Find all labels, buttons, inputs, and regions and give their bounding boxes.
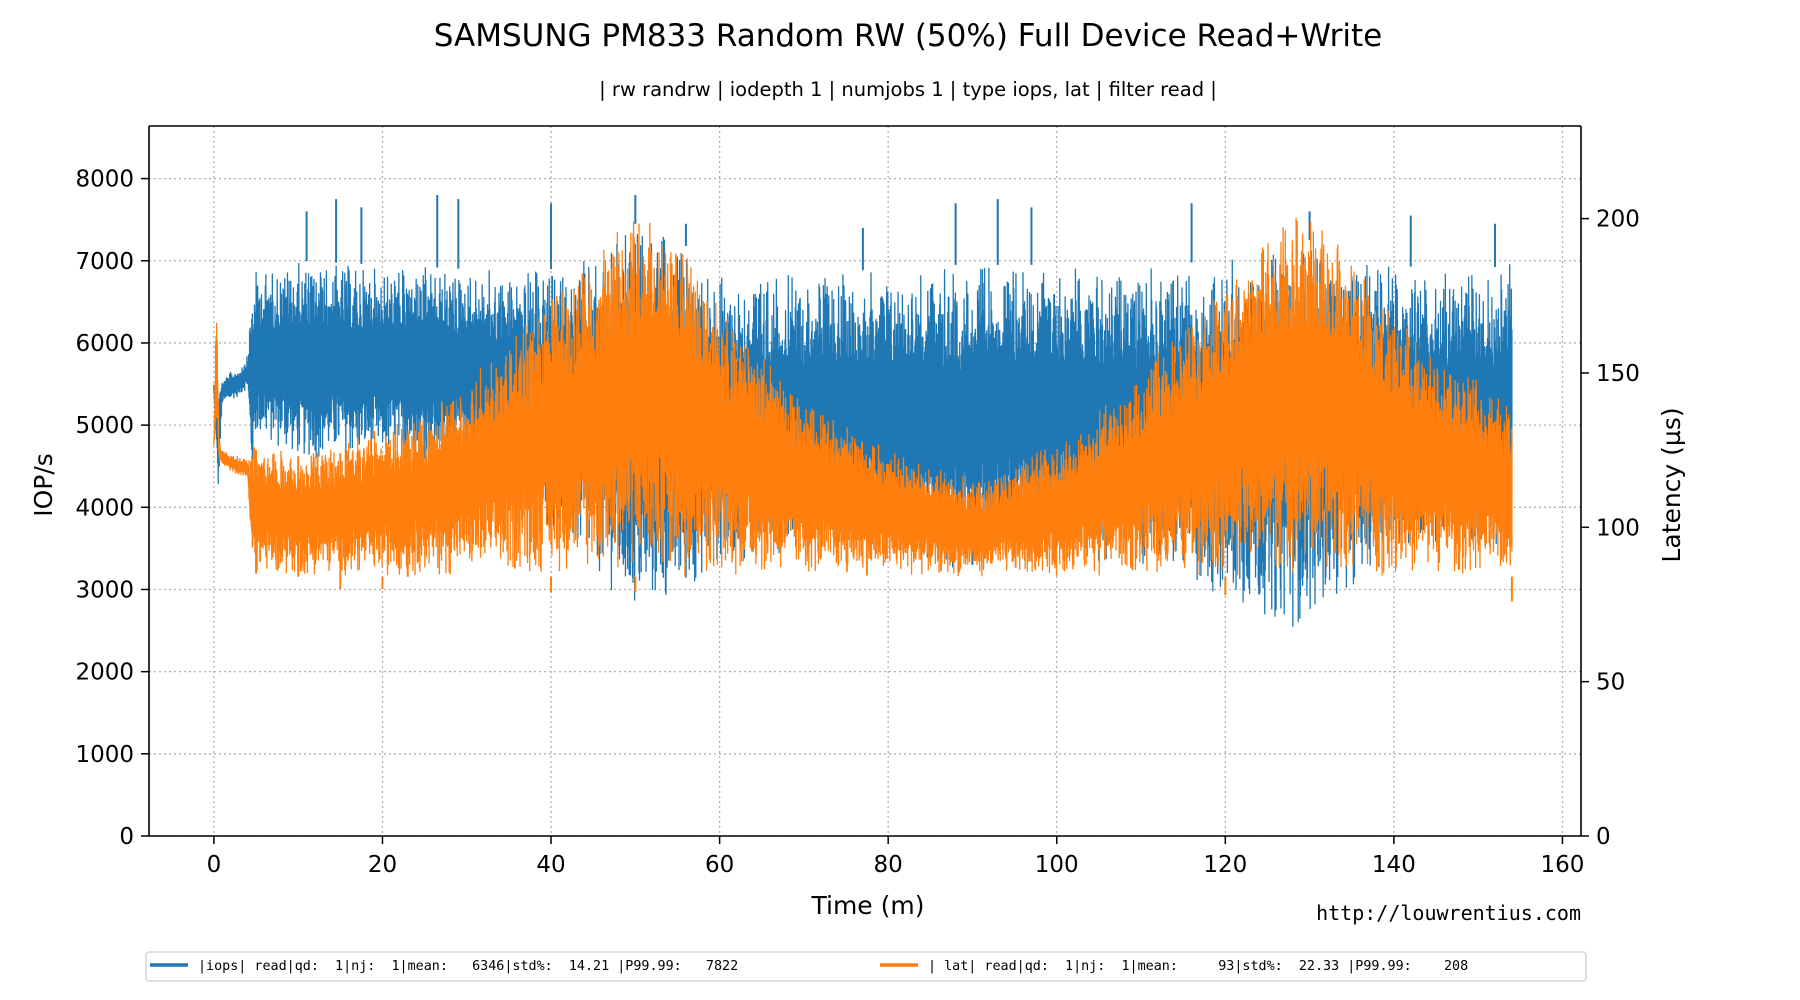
x-tick-label: 100 [1035, 852, 1079, 878]
x-tick-label: 40 [536, 852, 565, 878]
y-tick-label-right: 150 [1596, 361, 1640, 387]
x-tick-label: 80 [874, 852, 903, 878]
watermark: http://louwrentius.com [1316, 901, 1581, 925]
y-tick-label-left: 8000 [75, 167, 134, 193]
y-tick-label-right: 0 [1596, 824, 1611, 850]
chart-title: SAMSUNG PM833 Random RW (50%) Full Devic… [434, 18, 1382, 54]
x-tick-label: 120 [1203, 852, 1247, 878]
axes: 0 20 40 60 80 100 120 140 1600100020003000400050… [75, 125, 1640, 878]
chart-subtitle: | rw randrw | iodepth 1 | numjobs 1 | ty… [599, 78, 1217, 101]
x-tick-label: 20 [368, 852, 397, 878]
y-tick-label-left: 7000 [75, 249, 134, 275]
x-tick-label: 60 [705, 852, 734, 878]
y-tick-label-right: 50 [1596, 670, 1625, 696]
y-axis-label-right: Latency (µs) [1657, 407, 1686, 562]
y-tick-label-left: 2000 [75, 660, 134, 686]
y-axis-label-left: IOP/s [29, 453, 58, 517]
x-tick-label: 160 [1541, 852, 1585, 878]
legend: |iops| read|qd: 1|nj: 1|mean: 6346|std%:… [145, 951, 1587, 982]
y-tick-label-left: 6000 [75, 331, 134, 357]
y-tick-label-left: 4000 [75, 495, 134, 521]
legend-entry-latency: | lat| read|qd: 1|nj: 1|mean: 93|std%: 2… [928, 959, 1468, 974]
plot-area [213, 195, 1513, 627]
x-tick-label: 140 [1372, 852, 1416, 878]
y-tick-label-right: 200 [1596, 207, 1640, 233]
y-tick-label-left: 1000 [75, 742, 134, 768]
x-axis-label: Time (m) [811, 891, 925, 920]
legend-entry-iops: |iops| read|qd: 1|nj: 1|mean: 6346|std%:… [198, 959, 738, 974]
y-tick-label-left: 3000 [75, 577, 134, 603]
y-tick-label-left: 0 [119, 824, 134, 850]
legend-box [145, 951, 1587, 982]
latency-series-line [213, 217, 1513, 577]
y-tick-label-right: 100 [1596, 515, 1640, 541]
x-tick-label: 0 [207, 852, 222, 878]
y-tick-label-left: 5000 [75, 413, 134, 439]
